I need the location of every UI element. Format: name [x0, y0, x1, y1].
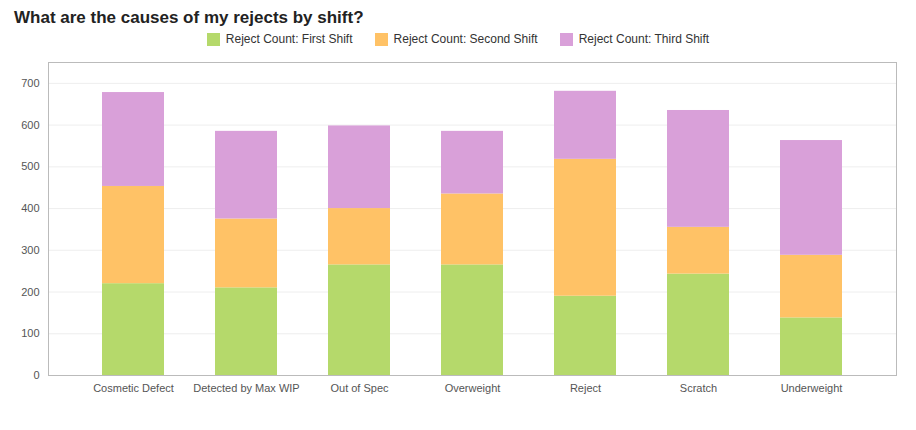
svg-text:Underweight: Underweight: [781, 382, 843, 394]
svg-text:Overweight: Overweight: [445, 382, 501, 394]
svg-text:700: 700: [21, 77, 39, 89]
svg-text:Cosmetic Defect: Cosmetic Defect: [93, 382, 174, 394]
svg-text:400: 400: [21, 202, 39, 214]
html-text:What are the causes of my reje: What are the causes of my rejects by shi…: [14, 8, 364, 27]
svg-text:Reject: Reject: [570, 382, 601, 394]
svg-text:0: 0: [33, 369, 39, 381]
svg-text:600: 600: [21, 119, 39, 131]
svg-text:200: 200: [21, 286, 39, 298]
svg-text:500: 500: [21, 160, 39, 172]
html-text:Reject Count: Second Shift: Reject Count: Second Shift: [393, 32, 538, 46]
svg-text:Detected by Max WIP: Detected by Max WIP: [193, 382, 299, 394]
svg-text:300: 300: [21, 244, 39, 256]
html-text:Reject Count: First Shift: Reject Count: First Shift: [225, 32, 353, 46]
svg-text:100: 100: [21, 327, 39, 339]
html-text:Reject Count: Third Shift: Reject Count: Third Shift: [578, 32, 710, 46]
svg-text:Scratch: Scratch: [680, 382, 717, 394]
svg-text:Out of Spec: Out of Spec: [330, 382, 389, 394]
